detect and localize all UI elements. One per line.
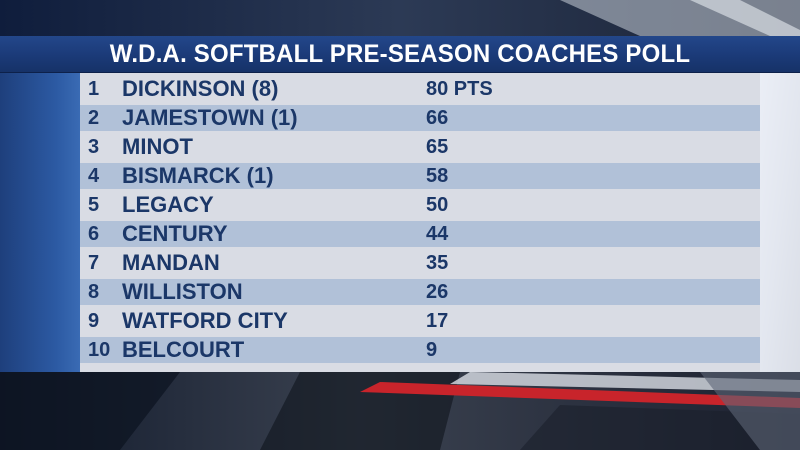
left-accent-strip: [0, 73, 80, 372]
rank-number: 7: [88, 252, 100, 274]
team-points: 26: [426, 281, 449, 303]
poll-row: 7 MANDAN 35: [80, 250, 760, 276]
rank-number: 6: [88, 223, 100, 245]
team-name: BELCOURT: [122, 337, 245, 362]
team-name: DICKINSON (8): [122, 76, 279, 101]
poll-row: 4 BISMARCK (1) 58: [80, 163, 760, 189]
team-name: MANDAN: [122, 250, 220, 275]
poll-row: 5 LEGACY 50: [80, 192, 760, 218]
team-name: JAMESTOWN (1): [122, 105, 298, 130]
poll-row: 10 BELCOURT 9: [80, 337, 760, 363]
team-name: LEGACY: [122, 192, 214, 217]
poll-row: 8 WILLISTON 26: [80, 279, 760, 305]
team-points: 9: [426, 339, 438, 361]
poll-row: 3 MINOT 65: [80, 134, 760, 160]
team-points: 44: [426, 223, 449, 245]
rank-number: 2: [88, 107, 100, 129]
poll-title: W.D.A. SOFTBALL PRE-SEASON COACHES POLL: [109, 40, 691, 68]
rank-number: 5: [88, 194, 100, 216]
team-points: 66: [426, 107, 449, 129]
team-points: 35: [426, 252, 449, 274]
team-points: 65: [426, 136, 449, 158]
team-points: 80 PTS: [426, 78, 493, 100]
team-name: CENTURY: [122, 221, 228, 246]
poll-row: 9 WATFORD CITY 17: [80, 308, 760, 334]
team-points: 50: [426, 194, 449, 216]
title-bar: W.D.A. SOFTBALL PRE-SEASON COACHES POLL: [0, 36, 800, 73]
poll-row: 1 DICKINSON (8) 80 PTS: [80, 76, 760, 102]
team-name: WATFORD CITY: [122, 308, 288, 333]
rank-number: 9: [88, 310, 100, 332]
rank-number: 4: [88, 165, 100, 187]
team-points: 17: [426, 310, 449, 332]
poll-row: 2 JAMESTOWN (1) 66: [80, 105, 760, 131]
rank-number: 3: [88, 136, 100, 158]
team-name: WILLISTON: [122, 279, 243, 304]
poll-row: 6 CENTURY 44: [80, 221, 760, 247]
team-name: MINOT: [122, 134, 193, 159]
team-points: 58: [426, 165, 449, 187]
rank-number: 10: [88, 339, 111, 361]
rank-number: 1: [88, 78, 100, 100]
rank-number: 8: [88, 281, 100, 303]
team-name: BISMARCK (1): [122, 163, 274, 188]
